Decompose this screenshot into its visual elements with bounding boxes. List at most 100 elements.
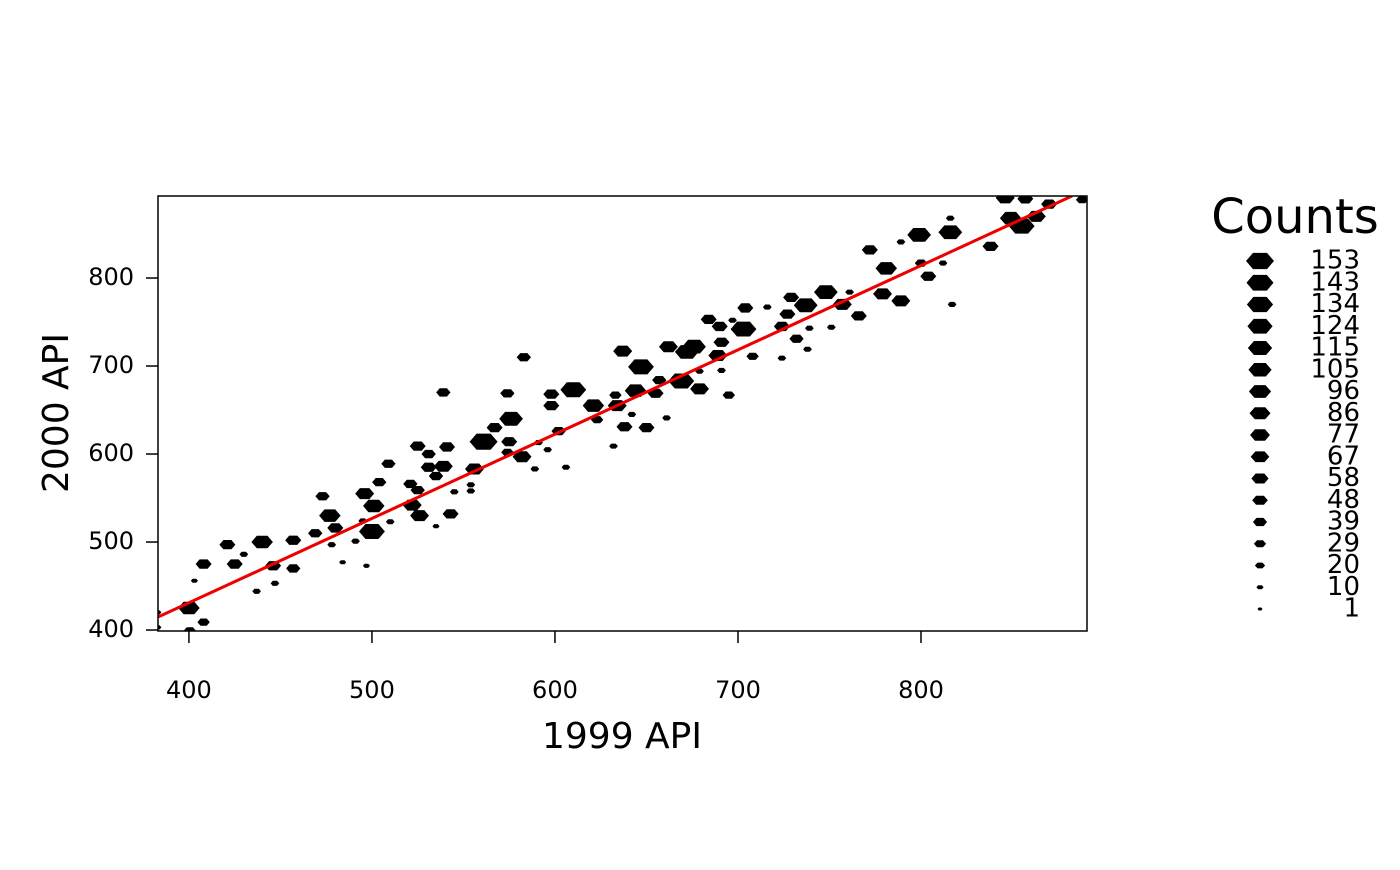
hexagon xyxy=(861,245,878,255)
hexagon xyxy=(845,289,854,295)
hexagon xyxy=(252,588,261,594)
hexagon xyxy=(616,422,633,432)
x-tick-label: 600 xyxy=(532,676,578,704)
hexagon xyxy=(486,423,503,433)
hexagon xyxy=(789,334,804,343)
hexagon xyxy=(339,560,347,565)
hexagon xyxy=(947,301,957,307)
hexagon xyxy=(730,321,757,337)
hexagon xyxy=(530,466,540,472)
hexagon xyxy=(351,538,360,544)
fit-line xyxy=(158,196,1073,619)
hexagon xyxy=(722,391,735,399)
legend-hexagon xyxy=(1246,252,1274,270)
legend-hexagon xyxy=(1254,562,1266,569)
hexagon xyxy=(560,382,587,398)
legend-hexagon xyxy=(1249,407,1271,420)
hexagon xyxy=(499,411,523,426)
x-tick-label: 800 xyxy=(898,676,944,704)
hexagon xyxy=(609,443,618,449)
hexagon xyxy=(875,262,897,275)
hexagon xyxy=(746,352,759,360)
hexagon xyxy=(628,359,654,375)
plot-area xyxy=(158,196,1087,631)
hexagon xyxy=(590,416,604,424)
hexagon xyxy=(814,285,838,299)
legend-hexagon xyxy=(1251,473,1269,484)
legend-label: 153 xyxy=(1310,246,1360,276)
hexagon xyxy=(466,482,476,488)
hexagon xyxy=(713,337,730,347)
hexagon xyxy=(652,376,667,385)
plot-frame xyxy=(157,195,1088,632)
hexagon xyxy=(500,389,515,398)
x-tick-label: 700 xyxy=(715,676,761,704)
hexagon xyxy=(543,401,560,411)
hexagon xyxy=(728,317,737,323)
hexagon xyxy=(777,355,787,361)
hexagon xyxy=(359,524,385,539)
legend-label: 39 xyxy=(1327,507,1360,537)
legend-label: 77 xyxy=(1327,420,1360,450)
hexagon xyxy=(850,311,867,321)
hexagon xyxy=(285,535,302,545)
hexagon xyxy=(363,499,385,513)
legend-label: 96 xyxy=(1327,376,1360,406)
hexagon xyxy=(662,415,671,421)
legend-label: 86 xyxy=(1327,398,1360,428)
hexagon xyxy=(938,225,963,240)
hexagon xyxy=(442,509,459,519)
hexagon xyxy=(783,292,800,302)
hexagon xyxy=(465,463,484,475)
hexagon xyxy=(638,423,655,433)
legend-label: 1 xyxy=(1343,594,1360,624)
hexagon xyxy=(803,346,812,352)
hexagon xyxy=(315,492,330,501)
legend-label: 58 xyxy=(1327,463,1360,493)
hexagon xyxy=(409,441,426,451)
hexagon xyxy=(1075,196,1087,204)
legend-hexagon xyxy=(1248,385,1272,398)
hexagon xyxy=(668,373,695,389)
y-tick-label: 700 xyxy=(88,351,134,379)
hexagon xyxy=(609,391,622,399)
legend-label: 67 xyxy=(1327,441,1360,471)
legend-label: 10 xyxy=(1327,572,1360,602)
hexagon xyxy=(891,295,911,307)
hexagon xyxy=(805,325,814,331)
legend-title: Counts xyxy=(1211,189,1379,245)
hexagon xyxy=(158,610,162,615)
hexagon xyxy=(762,304,772,310)
hexagon xyxy=(543,389,560,399)
hexagon xyxy=(319,509,341,522)
hexagon xyxy=(239,551,249,557)
hexagon xyxy=(938,260,948,266)
hexagon xyxy=(613,345,633,357)
hexagon xyxy=(512,451,532,463)
legend-hexagon xyxy=(1256,585,1264,590)
hexagon xyxy=(466,488,476,494)
hexagon xyxy=(469,433,498,450)
hexagon xyxy=(219,540,236,550)
hexagon xyxy=(197,618,210,626)
hexagon xyxy=(793,298,818,313)
hexagon xyxy=(982,241,999,251)
hexagon xyxy=(327,542,337,548)
legend-hexagon xyxy=(1246,274,1274,291)
hexagon xyxy=(659,341,678,353)
hexagon xyxy=(428,471,444,481)
hexagon xyxy=(195,559,212,569)
legend-hexagon xyxy=(1247,341,1273,355)
hexagon xyxy=(826,324,836,330)
legend-hexagon xyxy=(1248,363,1272,377)
hexagon xyxy=(372,478,387,487)
hexagon xyxy=(432,524,440,529)
hexagon xyxy=(717,367,726,373)
legend-hexagon xyxy=(1246,296,1274,313)
hexagon xyxy=(1017,196,1034,204)
hexagon xyxy=(896,239,906,245)
hexagon xyxy=(251,535,273,549)
hexagon xyxy=(327,523,344,533)
hexagon xyxy=(420,462,437,472)
